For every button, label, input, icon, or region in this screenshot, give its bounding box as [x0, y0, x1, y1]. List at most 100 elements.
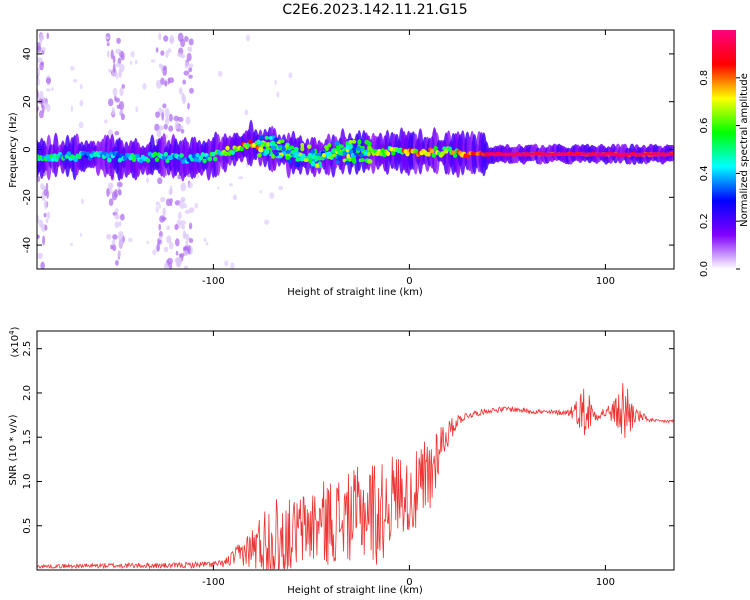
heatmap-speckle [78, 121, 84, 129]
heatmap-band-speckle [163, 123, 168, 130]
heatmap-band-speckle [112, 234, 118, 240]
heatmap-speckle [196, 173, 200, 178]
heatmap-band-speckle [161, 112, 165, 121]
heatmap-band-speckle [115, 259, 119, 266]
heatmap-band-speckle [111, 191, 118, 201]
heatmap-band-speckle [45, 218, 49, 224]
chart-title: C2E6.2023.142.11.21.G15 [282, 2, 468, 18]
heatmap-band-speckle [160, 77, 165, 85]
heatmap-band-speckle [174, 223, 179, 231]
heatmap-cell [212, 156, 218, 162]
heatmap-speckle [230, 262, 235, 269]
heatmap-band-speckle [121, 83, 125, 89]
heatmap-band-speckle [117, 57, 122, 65]
heatmap-band-speckle [114, 130, 120, 136]
heatmap-band-speckle [156, 242, 160, 252]
heatmap-band-speckle [174, 120, 179, 130]
heatmap-cell [271, 153, 276, 159]
heatmap-speckle [259, 190, 262, 194]
snr-x-tick-label: 100 [596, 577, 615, 588]
heatmap-cell [50, 157, 56, 162]
heatmap-cell [179, 153, 184, 158]
heatmap-cell [363, 151, 368, 156]
heatmap-cell [239, 146, 244, 152]
heatmap-band-speckle [117, 250, 121, 258]
heatmap-band-speckle [108, 198, 114, 206]
heatmap-band-speckle [37, 214, 40, 224]
heatmap-speckle [146, 240, 149, 245]
heatmap-cell [66, 151, 71, 157]
heatmap-cell [335, 160, 340, 165]
heatmap-band-speckle [46, 189, 49, 199]
heatmap-band-speckle [158, 223, 162, 231]
heatmap-cell [258, 135, 265, 140]
heatmap-speckle [142, 83, 147, 90]
heatmap-band-speckle [112, 55, 116, 64]
heatmap-band-speckle [162, 67, 168, 77]
heatmap-speckle [128, 237, 133, 243]
heatmap-speckle [244, 109, 249, 116]
heatmap-band-speckle [39, 91, 44, 100]
heatmap-panel: -100 0 100 -40 -20 0 20 40 Height of straight … [8, 28, 675, 298]
heatmap-band-speckle [182, 79, 187, 85]
heatmap-cell [356, 145, 361, 152]
heatmap-speckle [278, 185, 284, 191]
heatmap-cell [193, 157, 198, 163]
heatmap-ridge [37, 119, 674, 182]
heatmap-band-speckle [112, 87, 118, 96]
heatmap-cell [295, 162, 301, 168]
snr-frame [36, 330, 675, 571]
heatmap-cell [202, 158, 207, 164]
heatmap-band-speckle [187, 46, 193, 52]
heatmap-speckle [134, 59, 138, 65]
heatmap-cell [351, 139, 357, 144]
heatmap-cell [293, 146, 299, 152]
heatmap-band-speckle [168, 113, 173, 122]
heatmap-band-speckle [175, 250, 179, 256]
heatmap-cell [152, 151, 158, 157]
heatmap-band-speckle [115, 62, 121, 68]
heatmap-band-speckle [108, 98, 114, 107]
heatmap-cell [271, 145, 277, 150]
heatmap-band-speckle [183, 70, 190, 76]
heatmap-cell [366, 159, 373, 164]
heatmap-speckle [217, 186, 220, 190]
heatmap-speckle [158, 235, 163, 241]
heatmap-speckle [224, 260, 229, 267]
heatmap-band-speckle [37, 77, 41, 86]
heatmap-speckle [276, 91, 280, 98]
heatmap-cell [336, 146, 341, 152]
heatmap-speckle [152, 249, 157, 256]
heatmap-band-speckle [168, 125, 174, 132]
heatmap-band-speckle [33, 235, 36, 240]
snr-y-tick-label: 2.0 [22, 385, 33, 401]
heatmap-band-speckle [31, 227, 36, 234]
heatmap-cell [359, 153, 364, 158]
heatmap-band-speckle [165, 116, 170, 126]
heatmap-band-speckle [31, 28, 36, 37]
heatmap-cell [279, 139, 285, 144]
heatmap-band-speckle [119, 87, 124, 97]
heatmap-band-speckle [107, 182, 114, 189]
heatmap-band-speckle [115, 97, 121, 103]
heatmap-cell [324, 145, 329, 149]
heatmap-cell [310, 154, 317, 160]
heatmap-y-tick-label: -20 [22, 189, 33, 205]
snr-x-ticks: -100 0 100 [202, 331, 615, 588]
heatmap-cell [348, 140, 353, 144]
heatmap-band-speckle [40, 61, 45, 66]
colorbar-tick-label: 0.2 [699, 213, 710, 229]
heatmap-band-speckle [163, 35, 169, 42]
heatmap-band-speckle [188, 238, 194, 244]
heatmap-band-speckle [154, 123, 160, 132]
heatmap-cell [429, 148, 435, 154]
heatmap-band-speckle [182, 99, 185, 105]
snr-y-ticks: 0.5 1.0 1.5 2.0 2.5 [22, 341, 674, 534]
snr-y-multiplier: (x104) [8, 326, 21, 357]
heatmap-band-speckle [159, 215, 165, 223]
heatmap-cell [360, 158, 365, 163]
heatmap-band-speckle [116, 181, 123, 188]
heatmap-band-speckle [186, 52, 192, 62]
heatmap-band-speckle [116, 37, 121, 44]
heatmap-cell [337, 155, 342, 161]
